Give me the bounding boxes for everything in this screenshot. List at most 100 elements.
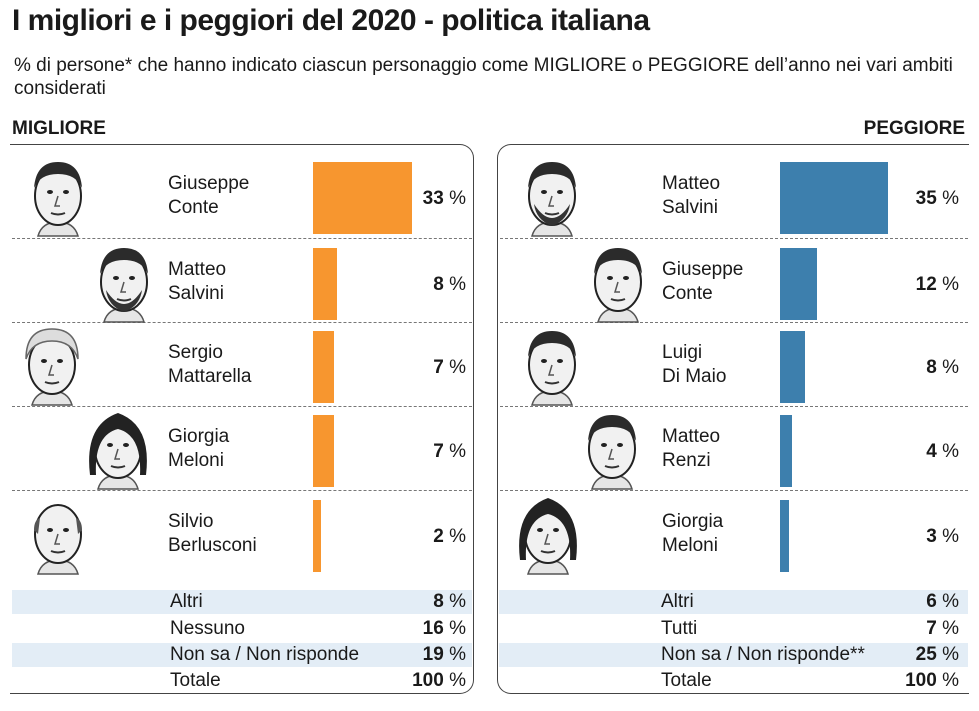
name-line: Giorgia: [662, 511, 724, 532]
value-number: 3: [926, 526, 937, 547]
value-number: 100: [412, 670, 444, 691]
value-number: 7: [926, 618, 937, 639]
face-giuseppe-conte-icon: [578, 238, 658, 329]
best-person-name: Sergio Mattarella: [168, 341, 251, 389]
worst-summary-value: 25 %: [916, 643, 959, 667]
best-person-name: Giorgia Meloni: [168, 425, 229, 473]
worst-summary-row: Non sa / Non risponde** 25 %: [499, 643, 968, 667]
best-summary-value: 19 %: [423, 643, 466, 667]
best-bar-value-label: 2 %: [433, 526, 466, 548]
value-unit: %: [443, 526, 466, 547]
best-bar: [313, 331, 334, 403]
value-unit: %: [936, 591, 959, 612]
worst-column-heading: PEGGIORE: [863, 118, 965, 139]
best-bar-value-label: 33 %: [423, 188, 466, 210]
value-unit: %: [936, 644, 959, 665]
face-matteo-renzi-icon: [572, 405, 652, 496]
name-line: Giuseppe: [662, 259, 744, 280]
worst-person-name: Matteo Renzi: [662, 425, 720, 473]
worst-summary-row: Altri 6 %: [499, 590, 968, 614]
name-line: Giuseppe: [168, 173, 250, 194]
best-bar: [313, 415, 334, 487]
name-line: Matteo: [662, 173, 721, 194]
value-unit: %: [443, 441, 466, 462]
best-bar-value-label: 7 %: [433, 357, 466, 379]
face-giorgia-meloni-icon: [508, 490, 588, 581]
best-bar: [313, 500, 321, 572]
value-unit: %: [443, 618, 466, 639]
best-bar: [313, 248, 337, 320]
value-number: 7: [433, 357, 444, 378]
best-person-name: Silvio Berlusconi: [168, 510, 257, 558]
name-line: Di Maio: [662, 366, 727, 387]
value-number: 8: [433, 274, 444, 295]
best-summary-label: Nessuno: [170, 618, 245, 639]
worst-bar: [780, 331, 805, 403]
face-matteo-salvini-icon: [512, 152, 592, 243]
best-summary-value: 16 %: [423, 617, 466, 641]
best-person-name: Matteo Salvini: [168, 258, 226, 306]
value-number: 16: [422, 618, 444, 639]
worst-bar: [780, 415, 792, 487]
name-line: Luigi: [662, 342, 703, 363]
value-number: 7: [433, 441, 444, 462]
best-panel: [10, 144, 474, 694]
worst-panel: [497, 144, 969, 694]
value-number: 4: [926, 441, 937, 462]
worst-row-separator: [500, 322, 968, 323]
worst-row-separator: [500, 238, 968, 239]
value-unit: %: [443, 357, 466, 378]
face-luigi-di-maio-icon: [512, 321, 592, 412]
best-summary-value: 100 %: [412, 669, 466, 693]
worst-row-separator: [500, 490, 968, 491]
value-number: 19: [422, 644, 444, 665]
worst-bar-value-label: 8 %: [926, 357, 959, 379]
worst-summary-value: 100 %: [905, 669, 959, 693]
name-line: Matteo: [168, 259, 227, 280]
name-line: Conte: [168, 197, 219, 218]
name-line: Silvio: [168, 511, 214, 532]
face-silvio-berlusconi-icon: [18, 490, 98, 581]
value-unit: %: [443, 591, 466, 612]
best-bar-value-label: 8 %: [433, 274, 466, 296]
worst-person-name: Giorgia Meloni: [662, 510, 723, 558]
name-line: Mattarella: [168, 366, 252, 387]
value-unit: %: [936, 526, 959, 547]
name-line: Conte: [662, 283, 713, 304]
name-line: Sergio: [168, 342, 223, 363]
value-number: 6: [926, 591, 937, 612]
value-unit: %: [936, 618, 959, 639]
value-number: 8: [433, 591, 444, 612]
worst-summary-row: Tutti 7 %: [499, 617, 968, 641]
value-unit: %: [443, 274, 466, 295]
worst-person-name: Luigi Di Maio: [662, 341, 726, 389]
worst-summary-row: Totale 100 %: [499, 669, 968, 693]
worst-bar-value-label: 3 %: [926, 526, 959, 548]
worst-bar: [780, 162, 888, 234]
chart-title: I migliori e i peggiori del 2020 - polit…: [12, 4, 650, 37]
value-unit: %: [443, 670, 466, 691]
value-number: 35: [915, 188, 937, 209]
best-row-separator: [12, 490, 472, 491]
worst-bar-value-label: 35 %: [916, 188, 959, 210]
best-summary-label: Non sa / Non risponde: [170, 644, 360, 665]
value-number: 25: [915, 644, 937, 665]
value-unit: %: [443, 188, 466, 209]
best-row-separator: [12, 406, 472, 407]
face-matteo-salvini-icon: [84, 238, 164, 329]
best-row-separator: [12, 322, 472, 323]
value-unit: %: [936, 188, 959, 209]
name-line: Salvini: [662, 197, 718, 218]
best-summary-row: Totale 100 %: [12, 669, 472, 693]
value-number: 2: [433, 526, 444, 547]
name-line: Meloni: [662, 535, 718, 556]
best-person-name: Giuseppe Conte: [168, 172, 249, 220]
best-summary-label: Totale: [170, 670, 221, 691]
name-line: Giorgia: [168, 426, 230, 447]
worst-bar-value-label: 12 %: [916, 274, 959, 296]
face-sergio-mattarella-icon: [12, 321, 92, 412]
worst-bar-value-label: 4 %: [926, 441, 959, 463]
name-line: Matteo: [662, 426, 721, 447]
best-bar: [313, 162, 412, 234]
worst-row-separator: [500, 406, 968, 407]
